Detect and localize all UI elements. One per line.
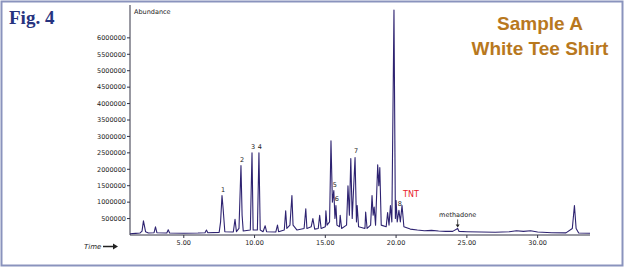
annotation: methadone <box>439 211 476 219</box>
x-tick-label: 10.00 <box>245 239 264 247</box>
figure-label: Fig. 4 <box>9 7 55 28</box>
y-tick-label: 3500000 <box>97 116 126 124</box>
y-tick-label: 1000000 <box>97 198 126 206</box>
y-tick <box>127 185 130 186</box>
x-tick-label: 15.00 <box>316 239 335 247</box>
x-tick <box>183 235 184 238</box>
plot-area <box>130 10 590 234</box>
annotation: 6 <box>335 195 339 203</box>
y-tick-label: 500000 <box>101 215 126 223</box>
y-tick-label: 2500000 <box>97 149 126 157</box>
y-tick-label: 6000000 <box>97 34 126 42</box>
x-tick <box>254 235 255 238</box>
chromatogram-line <box>130 10 590 234</box>
annotation: 8 <box>398 200 402 208</box>
x-tick <box>396 235 397 238</box>
x-label-arrow-shaft <box>103 246 114 248</box>
x-axis-label: Time <box>84 243 101 251</box>
annotation: TNT <box>402 190 419 199</box>
y-tick <box>127 54 130 55</box>
annotation: 1 <box>221 186 225 194</box>
x-tick <box>537 235 538 238</box>
annotation: 2 <box>240 156 244 164</box>
y-tick <box>127 103 130 104</box>
subtitle: White Tee Shirt <box>472 38 610 59</box>
annotation-arrow-head <box>456 224 460 227</box>
x-label-arrow-head <box>113 244 118 250</box>
x-axis <box>130 235 590 236</box>
y-tick-label: 5500000 <box>97 51 126 59</box>
x-tick <box>325 235 326 238</box>
annotation: 5 <box>333 181 337 189</box>
y-tick <box>127 70 130 71</box>
chart: Fig. 4 Sample A White Tee Shirt Abundance Ti… <box>0 0 624 267</box>
annotation: 3 <box>251 143 255 151</box>
y-tick <box>127 202 130 203</box>
y-tick <box>127 169 130 170</box>
y-tick-label: 3000000 <box>97 133 126 141</box>
y-tick-label: 5000000 <box>97 67 126 75</box>
y-tick-label: 1500000 <box>97 182 126 190</box>
y-tick <box>127 136 130 137</box>
y-tick <box>127 37 130 38</box>
x-tick <box>466 235 467 238</box>
y-tick-label: 2000000 <box>97 166 126 174</box>
x-tick-label: 30.00 <box>528 239 547 247</box>
y-tick-label: 4500000 <box>97 83 126 91</box>
x-tick-label: 5.00 <box>177 239 191 247</box>
y-tick <box>127 120 130 121</box>
y-tick-label: 4000000 <box>97 100 126 108</box>
y-tick <box>127 87 130 88</box>
y-axis-label: Abundance <box>134 8 171 16</box>
y-tick <box>127 152 130 153</box>
y-tick <box>127 218 130 219</box>
x-tick-label: 20.00 <box>387 239 406 247</box>
annotation: 7 <box>354 147 358 155</box>
title: Sample A <box>497 13 583 34</box>
annotation: 4 <box>258 143 262 151</box>
frame <box>2 2 623 266</box>
x-tick-label: 25.00 <box>458 239 477 247</box>
